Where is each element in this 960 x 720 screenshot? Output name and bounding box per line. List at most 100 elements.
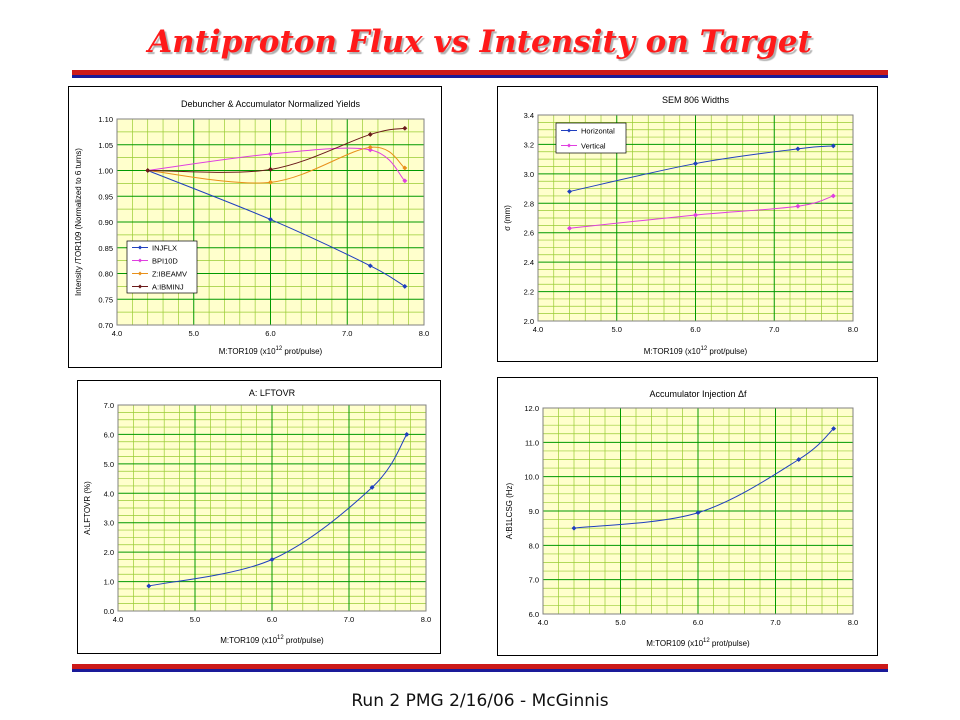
y-axis-label: Intensity /TOR109 (Normalized to 6 turns… xyxy=(74,148,83,296)
y-tick-label: 3.4 xyxy=(524,111,534,120)
chart-panel-accinj: 4.0 5.0 6.0 7.0 8.0 6.0 7.0 8.0 9.0 10.0 11.0 12.0 A… xyxy=(497,377,878,656)
series-line-horizontal xyxy=(569,145,834,193)
y-tick-label: 1.0 xyxy=(104,578,114,587)
x-tick-label: 4.0 xyxy=(533,325,543,334)
sem806-chart: 4.0 5.0 6.0 7.0 8.0 2.0 2.2 2.4 2.6 2.8 3.0 3.2 3.4 S… xyxy=(503,95,858,356)
y-tick-label: 3.2 xyxy=(524,140,534,149)
y-tick-label: 2.2 xyxy=(524,288,534,297)
x-tick-label: 6.0 xyxy=(690,325,700,334)
data-point xyxy=(695,510,701,516)
x-tick-label: 5.0 xyxy=(612,325,622,334)
legend-label: BPI10D xyxy=(152,256,178,265)
y-tick-label: 6.0 xyxy=(104,430,114,439)
series-line-z-ibeamv xyxy=(147,146,406,184)
data-point xyxy=(692,161,699,167)
x-tick-label: 4.0 xyxy=(112,329,122,338)
chart-title: Accumulator Injection Δf xyxy=(649,389,747,399)
chart-title: SEM 806 Widths xyxy=(662,95,730,105)
y-axis-label: σ (mm) xyxy=(503,205,512,231)
y-tick-label: 2.6 xyxy=(524,229,534,238)
y-tick-label: 3.0 xyxy=(524,170,534,179)
plot-frame xyxy=(542,407,854,615)
y-tick-label: 0.85 xyxy=(98,244,113,253)
x-tick-label: 7.0 xyxy=(342,329,352,338)
y-axis-label: A:LFTOVR (%) xyxy=(83,481,92,535)
x-tick-label: 4.0 xyxy=(538,618,548,627)
data-point xyxy=(566,225,573,231)
data-point xyxy=(369,484,375,490)
legend-label: Vertical xyxy=(581,141,606,150)
x-tick-label: 5.0 xyxy=(189,329,199,338)
data-point xyxy=(367,263,373,269)
data-point xyxy=(402,165,408,171)
plot-frame xyxy=(117,404,427,612)
y-tick-label: 11.0 xyxy=(525,438,539,447)
data-point xyxy=(402,178,408,184)
series-line-injflx xyxy=(147,170,406,287)
y-tick-label: 0.90 xyxy=(98,218,113,227)
y-tick-label: 0.75 xyxy=(98,295,113,304)
y-tick-label: 1.05 xyxy=(98,141,113,150)
x-tick-label: 6.0 xyxy=(267,615,277,624)
legend-label: INJFLX xyxy=(152,243,177,252)
y-axis-label: A:B1LCSG (Hz) xyxy=(505,482,514,539)
data-point xyxy=(267,151,274,157)
data-point xyxy=(402,125,408,131)
x-tick-label: 7.0 xyxy=(769,325,779,334)
x-tick-label: 5.0 xyxy=(190,615,200,624)
data-point xyxy=(830,143,836,149)
data-point xyxy=(367,144,373,150)
data-point xyxy=(692,212,699,218)
y-tick-label: 7.0 xyxy=(529,576,539,585)
data-point xyxy=(830,193,836,199)
y-tick-label: 1.00 xyxy=(98,167,113,176)
y-tick-label: 2.8 xyxy=(524,199,534,208)
x-tick-label: 5.0 xyxy=(615,618,625,627)
data-point xyxy=(267,216,274,222)
data-point xyxy=(367,147,373,153)
data-point xyxy=(367,131,373,138)
series-line-vertical xyxy=(569,195,834,229)
legend-label: Z:IBEAMV xyxy=(152,269,187,278)
y-tick-label: 2.0 xyxy=(524,317,534,326)
chart-panel-lftovr: 4.0 5.0 6.0 7.0 8.0 0.0 1.0 2.0 3.0 4.0 5.0 6.0 7.0 A… xyxy=(77,380,441,654)
data-point xyxy=(402,283,408,289)
data-point xyxy=(404,431,410,437)
legend: Horizontal Vertical xyxy=(555,122,627,154)
legend-label: A:IBMINJ xyxy=(152,282,184,291)
x-axis-label: M:TOR109 (x1012 prot/pulse) xyxy=(220,635,324,645)
y-tick-label: 10.0 xyxy=(524,473,539,482)
chart-panel-yields: 4.0 5.0 6.0 7.0 8.0 0.70 0.75 0.80 0.85 0.90 0.95 1… xyxy=(68,86,442,368)
data-point xyxy=(566,188,573,195)
y-tick-label: 1.10 xyxy=(98,115,113,124)
data-point xyxy=(145,167,151,174)
chart-panel-sem806: 4.0 5.0 6.0 7.0 8.0 2.0 2.2 2.4 2.6 2.8 3.0 3.2 3.4 S… xyxy=(497,86,878,362)
y-tick-label: 8.0 xyxy=(529,541,539,550)
yields-chart: 4.0 5.0 6.0 7.0 8.0 0.70 0.75 0.80 0.85 0.90 0.95 1… xyxy=(74,99,429,356)
x-tick-label: 8.0 xyxy=(421,615,431,624)
y-tick-label: 6.0 xyxy=(529,610,539,619)
data-point xyxy=(795,146,801,152)
plot-frame xyxy=(537,114,854,322)
data-point xyxy=(146,583,152,589)
x-tick-label: 8.0 xyxy=(848,618,858,627)
legend: INJFLX BPI10D Z:IBEAMV A:IBMINJ xyxy=(126,240,198,294)
x-tick-label: 4.0 xyxy=(113,615,123,624)
slide-footer: Run 2 PMG 2/16/06 - McGinnis xyxy=(351,691,609,711)
title-divider xyxy=(72,70,888,78)
x-axis-label: M:TOR109 (x1012 prot/pulse) xyxy=(644,346,748,356)
x-tick-label: 6.0 xyxy=(265,329,275,338)
series-line-accinj xyxy=(573,428,834,529)
y-tick-label: 5.0 xyxy=(104,460,114,469)
y-tick-label: 2.4 xyxy=(524,258,534,267)
y-tick-label: 0.80 xyxy=(98,270,113,279)
x-tick-label: 7.0 xyxy=(344,615,354,624)
x-axis-label: M:TOR109 (x1012 prot/pulse) xyxy=(219,346,323,356)
footer-divider xyxy=(72,664,888,672)
data-point xyxy=(796,456,802,463)
slide-title: Antiproton Flux vs Intensity on Target xyxy=(148,24,812,60)
x-tick-label: 8.0 xyxy=(848,325,858,334)
chart-title: A: LFTOVR xyxy=(249,388,296,398)
y-tick-label: 2.0 xyxy=(104,548,114,557)
x-tick-label: 8.0 xyxy=(419,329,429,338)
